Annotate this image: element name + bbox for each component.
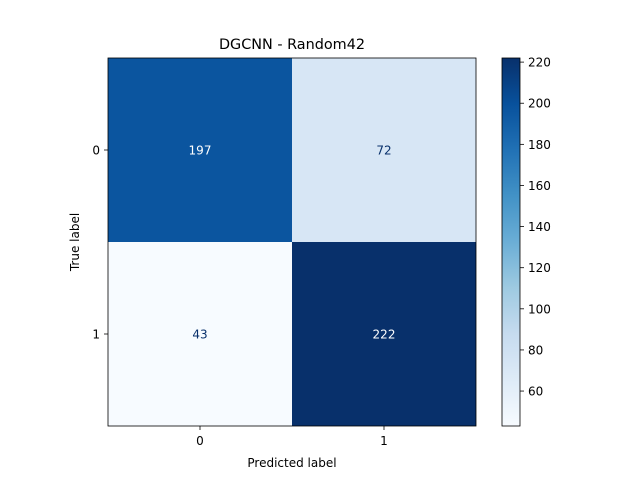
colorbar-tick-label: 200 — [528, 97, 551, 111]
x-axis-label: Predicted label — [247, 456, 336, 470]
cell-value-label: 72 — [376, 144, 391, 158]
heatmap-cell — [292, 58, 476, 242]
y-tick-label: 0 — [92, 144, 100, 158]
colorbar-tick-label: 120 — [528, 261, 551, 275]
colorbar — [501, 57, 521, 427]
x-tick-label: 1 — [380, 434, 388, 448]
heatmap-cells: 197 72 43 222 — [108, 58, 476, 426]
heatmap-cell — [108, 242, 292, 426]
colorbar-tick-label: 60 — [528, 385, 543, 399]
cell-value-label: 197 — [189, 144, 212, 158]
colorbar-tick-label: 140 — [528, 220, 551, 234]
heatmap-cell — [108, 58, 292, 242]
colorbar-tick-label: 80 — [528, 343, 543, 357]
y-axis-ticks: 01 — [92, 144, 108, 342]
heatmap-cell — [292, 242, 476, 426]
colorbar-ticks: 60 80 100 120 140 160 180 200 220 — [520, 56, 551, 399]
colorbar-tick-label: 180 — [528, 138, 551, 152]
y-tick-label: 1 — [92, 328, 100, 342]
colorbar-tick-label: 220 — [528, 56, 551, 70]
y-axis-label: True label — [68, 213, 82, 272]
cell-value-label: 43 — [192, 328, 207, 342]
x-tick-label: 0 — [196, 434, 204, 448]
chart-title: DGCNN - Random42 — [219, 37, 365, 53]
colorbar-tick-label: 160 — [528, 179, 551, 193]
colorbar-tick-label: 100 — [528, 302, 551, 316]
cell-value-label: 222 — [373, 328, 396, 342]
plot-frame — [107, 57, 477, 427]
